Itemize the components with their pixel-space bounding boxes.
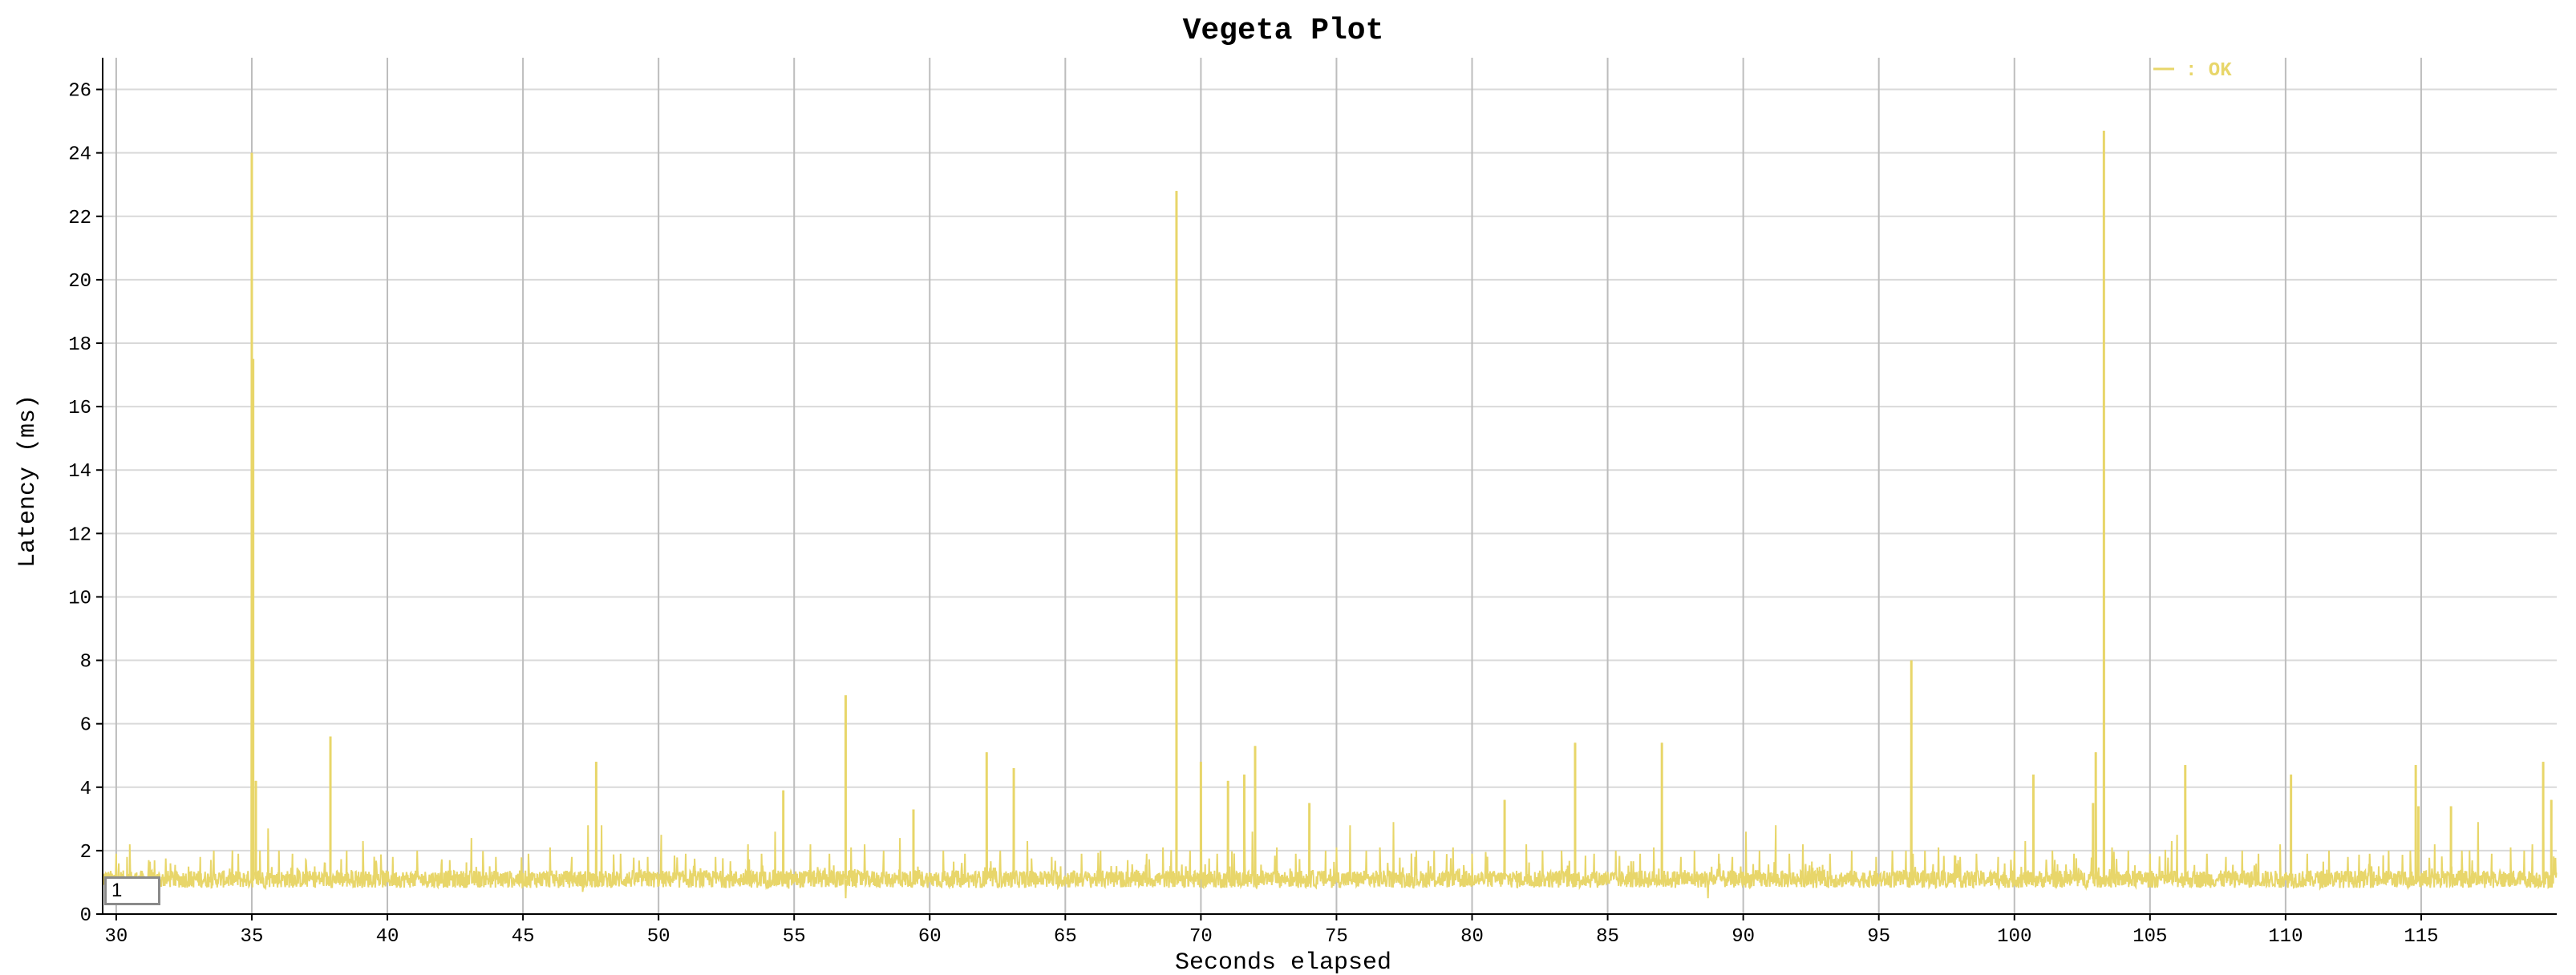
x-tick-label: 55 <box>783 926 806 948</box>
y-tick-label: 2 <box>80 842 91 864</box>
y-tick-label: 22 <box>68 208 91 229</box>
x-tick-label: 40 <box>376 926 399 948</box>
y-tick-label: 18 <box>68 334 91 356</box>
y-tick-label: 0 <box>80 905 91 927</box>
legend-label[interactable]: : OK <box>2185 60 2232 82</box>
series-line-ok <box>102 130 2558 899</box>
stroke-width-input[interactable] <box>104 876 160 905</box>
x-axis-label: Seconds elapsed <box>1175 949 1391 975</box>
x-tick-label: 90 <box>1732 926 1755 948</box>
x-tick-label: 100 <box>1997 926 2031 948</box>
y-tick-label: 16 <box>68 398 91 419</box>
chart-title: Vegeta Plot <box>1183 14 1384 48</box>
x-tick-label: 60 <box>918 926 942 948</box>
x-tick-label: 75 <box>1325 926 1348 948</box>
x-tick-label: 50 <box>647 926 670 948</box>
y-tick-label: 10 <box>68 588 91 609</box>
x-tick-label: 95 <box>1867 926 1890 948</box>
grid <box>103 58 2557 914</box>
x-tick-label: 105 <box>2132 926 2167 948</box>
series-ok <box>102 130 2558 899</box>
y-tick-label: 20 <box>68 271 91 293</box>
x-tick-label: 110 <box>2268 926 2303 948</box>
x-tick-label: 45 <box>512 926 535 948</box>
x-tick-label: 115 <box>2404 926 2438 948</box>
y-tick-label: 8 <box>80 652 91 674</box>
x-tick-label: 85 <box>1596 926 1619 948</box>
y-tick-label: 14 <box>68 461 91 483</box>
x-tick-label: 70 <box>1189 926 1213 948</box>
y-tick-label: 12 <box>68 524 91 546</box>
legend[interactable]: : OK <box>2153 60 2232 82</box>
y-tick-label: 4 <box>80 779 91 800</box>
x-tick-label: 30 <box>104 926 128 948</box>
y-tick-label: 26 <box>68 81 91 103</box>
y-axis-label: Latency (ms) <box>14 394 42 568</box>
x-tick-label: 65 <box>1054 926 1077 948</box>
x-tick-label: 35 <box>241 926 264 948</box>
x-tick-label: 80 <box>1460 926 1484 948</box>
y-tick-label: 24 <box>68 144 91 166</box>
y-tick-label: 6 <box>80 715 91 737</box>
